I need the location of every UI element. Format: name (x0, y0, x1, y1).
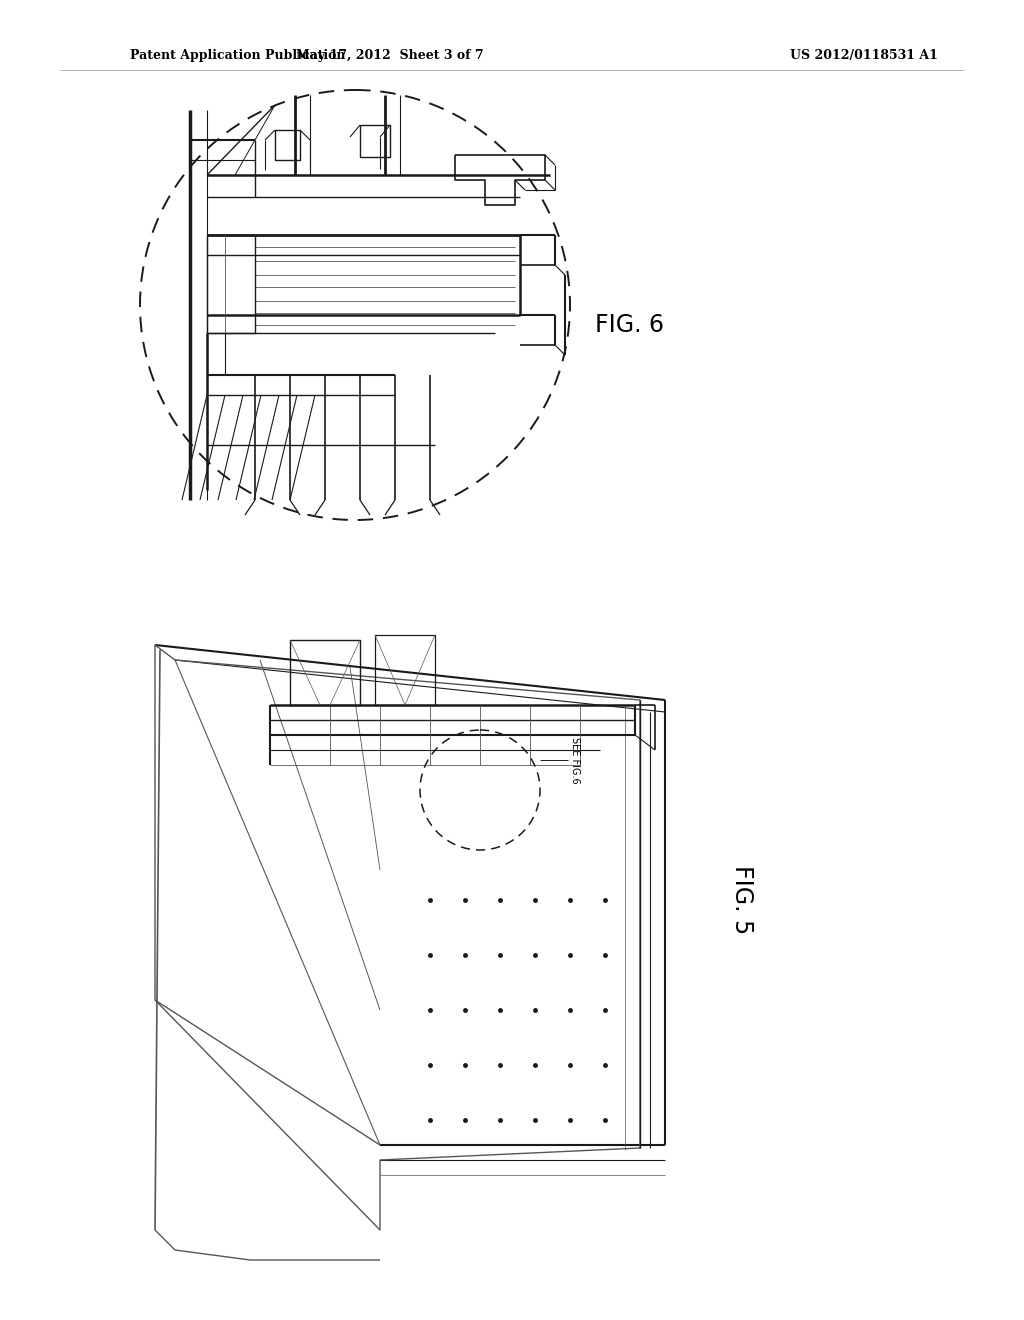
Text: FIG. 5: FIG. 5 (730, 866, 754, 935)
Text: SEE FIG.6: SEE FIG.6 (570, 737, 580, 783)
Text: May 17, 2012  Sheet 3 of 7: May 17, 2012 Sheet 3 of 7 (296, 49, 483, 62)
Text: FIG. 6: FIG. 6 (595, 313, 664, 337)
Text: US 2012/0118531 A1: US 2012/0118531 A1 (790, 49, 938, 62)
Text: Patent Application Publication: Patent Application Publication (130, 49, 345, 62)
